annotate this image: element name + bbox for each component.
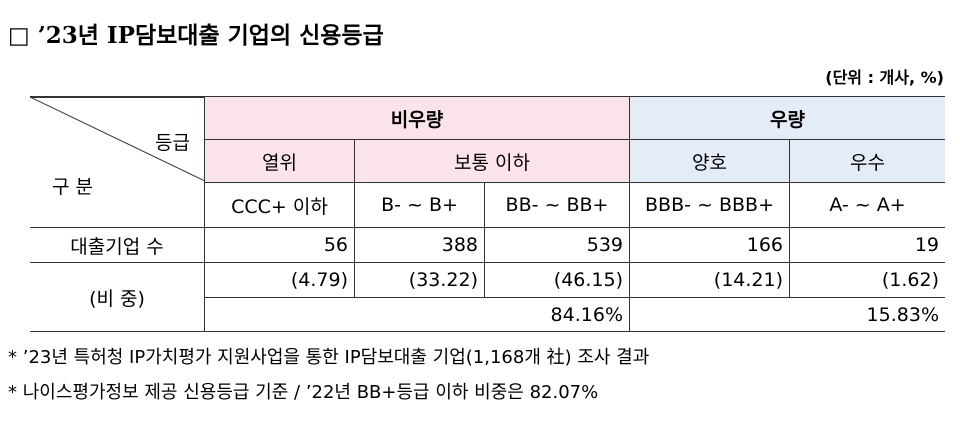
subgroup-header: 우수 bbox=[790, 140, 945, 183]
share-cell: (14.21) bbox=[630, 263, 790, 298]
row-label: (비 중) bbox=[30, 263, 205, 332]
share-total: 15.83% bbox=[630, 298, 945, 332]
title: □ ’23년 IP담보대출 기업의 신용등급 bbox=[8, 22, 384, 49]
count-cell: 388 bbox=[355, 228, 485, 263]
count-cell: 19 bbox=[790, 228, 945, 263]
share-cell: (33.22) bbox=[355, 263, 485, 298]
group-header: 비우량 bbox=[205, 97, 630, 140]
corner-diagonal bbox=[30, 97, 205, 182]
subgroup-header: 열위 bbox=[205, 140, 355, 183]
grade-header: BBB- ~ BBB+ bbox=[630, 183, 790, 228]
share-cell: (1.62) bbox=[790, 263, 945, 298]
grade-header: BB- ~ BB+ bbox=[485, 183, 630, 228]
share-cell: (4.79) bbox=[205, 263, 355, 298]
group-header: 우량 bbox=[630, 97, 945, 140]
footnote: * ’23년 특허청 IP가치평가 지원사업을 통한 IP담보대출 기업(1,1… bbox=[8, 347, 650, 368]
count-cell: 166 bbox=[630, 228, 790, 263]
subgroup-header: 보통 이하 bbox=[355, 140, 630, 183]
subgroup-header: 양호 bbox=[630, 140, 790, 183]
grade-header: A- ~ A+ bbox=[790, 183, 945, 228]
count-cell: 56 bbox=[205, 228, 355, 263]
count-cell: 539 bbox=[485, 228, 630, 263]
corner-cell bbox=[30, 97, 205, 228]
unit: (단위 : 개사, %) bbox=[825, 68, 944, 87]
grade-header: B- ~ B+ bbox=[355, 183, 485, 228]
footnote: * 나이스평가정보 제공 신용등급 기준 / ’22년 BB+등급 이하 비중은… bbox=[8, 382, 599, 403]
grade-header: CCC+ 이하 bbox=[205, 183, 355, 228]
share-total: 84.16% bbox=[205, 298, 630, 332]
corner-top: 등급 bbox=[155, 132, 190, 154]
diagonal-line bbox=[30, 97, 205, 182]
share-cell: (46.15) bbox=[485, 263, 630, 298]
corner-bottom: 구 분 bbox=[52, 176, 93, 198]
row-label: 대출기업 수 bbox=[30, 228, 205, 263]
